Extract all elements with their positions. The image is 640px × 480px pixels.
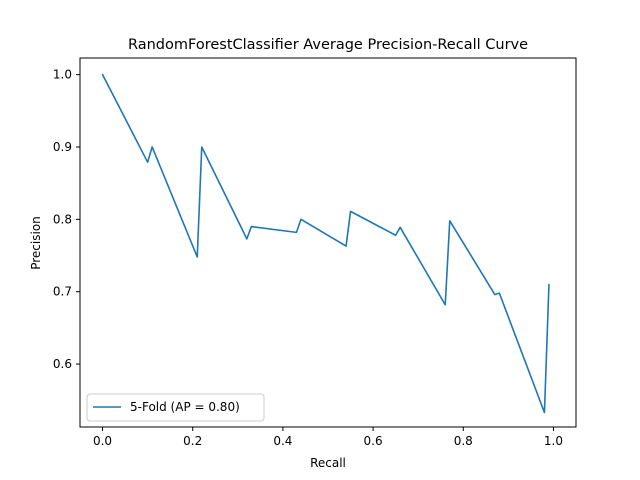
x-tick-label: 1.0 (544, 434, 563, 448)
y-axis-label: Precision (29, 216, 43, 270)
x-tick-label: 0.2 (183, 434, 202, 448)
plot-frame (79, 57, 577, 428)
y-tick-label: 0.7 (53, 285, 72, 299)
y-axis-ticks: 0.6 0.7 0.8 0.9 1.0 (53, 68, 80, 371)
y-tick-label: 0.8 (53, 212, 72, 226)
series-line-0 (101, 73, 550, 414)
series-layer (101, 73, 550, 414)
legend: 5-Fold (AP = 0.80) (86, 393, 265, 422)
x-tick-label: 0.6 (364, 434, 383, 448)
x-tick-label: 0.8 (454, 434, 473, 448)
y-tick-label: 1.0 (53, 68, 72, 82)
legend-series-label: 5-Fold (AP = 0.80) (130, 400, 240, 414)
chart-title: RandomForestClassifier Average Precision… (128, 37, 528, 53)
x-axis-label: Recall (310, 456, 346, 470)
y-tick-label: 0.6 (53, 357, 72, 371)
x-axis-ticks: 0.0 0.2 0.4 0.6 0.8 1.0 (93, 427, 563, 448)
x-tick-label: 0.0 (93, 434, 112, 448)
legend-box (86, 393, 265, 422)
x-tick-label: 0.4 (273, 434, 292, 448)
y-tick-label: 0.9 (53, 140, 72, 154)
